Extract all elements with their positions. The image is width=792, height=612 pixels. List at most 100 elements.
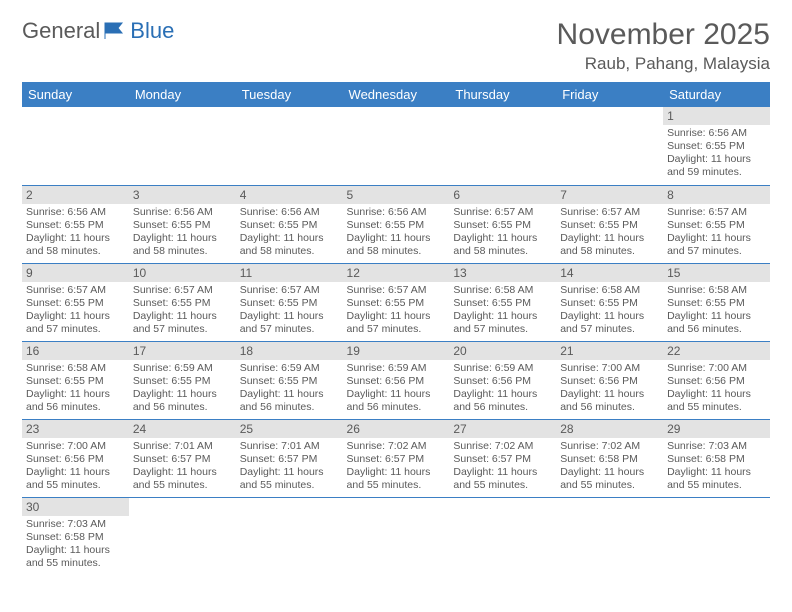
calendar-cell: ..	[343, 497, 450, 575]
weekday-header: Wednesday	[343, 82, 450, 107]
calendar-cell: 23Sunrise: 7:00 AMSunset: 6:56 PMDayligh…	[22, 419, 129, 497]
weekday-header: Sunday	[22, 82, 129, 107]
day-number: 9	[22, 264, 129, 282]
day-details: Sunrise: 6:57 AMSunset: 6:55 PMDaylight:…	[343, 282, 450, 341]
day-details: Sunrise: 6:56 AMSunset: 6:55 PMDaylight:…	[22, 204, 129, 263]
location-text: Raub, Pahang, Malaysia	[557, 54, 770, 74]
calendar-body: ............1Sunrise: 6:56 AMSunset: 6:5…	[22, 107, 770, 575]
day-details: Sunrise: 6:57 AMSunset: 6:55 PMDaylight:…	[663, 204, 770, 263]
weekday-header-row: Sunday Monday Tuesday Wednesday Thursday…	[22, 82, 770, 107]
day-number: 22	[663, 342, 770, 360]
calendar-cell: 29Sunrise: 7:03 AMSunset: 6:58 PMDayligh…	[663, 419, 770, 497]
calendar-cell: 2Sunrise: 6:56 AMSunset: 6:55 PMDaylight…	[22, 185, 129, 263]
month-title: November 2025	[557, 18, 770, 52]
day-details: Sunrise: 7:02 AMSunset: 6:57 PMDaylight:…	[449, 438, 556, 497]
calendar-cell: 24Sunrise: 7:01 AMSunset: 6:57 PMDayligh…	[129, 419, 236, 497]
day-number: 8	[663, 186, 770, 204]
day-number: 26	[343, 420, 450, 438]
day-number: 18	[236, 342, 343, 360]
day-number: 14	[556, 264, 663, 282]
day-details: Sunrise: 6:59 AMSunset: 6:56 PMDaylight:…	[449, 360, 556, 419]
weekday-header: Monday	[129, 82, 236, 107]
calendar-cell: ..	[129, 107, 236, 185]
calendar-cell: 4Sunrise: 6:56 AMSunset: 6:55 PMDaylight…	[236, 185, 343, 263]
day-number: 29	[663, 420, 770, 438]
day-details: Sunrise: 7:00 AMSunset: 6:56 PMDaylight:…	[22, 438, 129, 497]
calendar-row: 2Sunrise: 6:56 AMSunset: 6:55 PMDaylight…	[22, 185, 770, 263]
calendar-cell: ..	[343, 107, 450, 185]
calendar-cell: ..	[236, 497, 343, 575]
brand-part1: General	[22, 18, 100, 44]
calendar-cell: 1Sunrise: 6:56 AMSunset: 6:55 PMDaylight…	[663, 107, 770, 185]
day-number: 20	[449, 342, 556, 360]
calendar-cell: 7Sunrise: 6:57 AMSunset: 6:55 PMDaylight…	[556, 185, 663, 263]
day-details: Sunrise: 6:57 AMSunset: 6:55 PMDaylight:…	[129, 282, 236, 341]
calendar-cell: ..	[449, 497, 556, 575]
day-details: Sunrise: 6:58 AMSunset: 6:55 PMDaylight:…	[556, 282, 663, 341]
day-details: Sunrise: 7:02 AMSunset: 6:58 PMDaylight:…	[556, 438, 663, 497]
day-details: Sunrise: 6:58 AMSunset: 6:55 PMDaylight:…	[663, 282, 770, 341]
day-details: Sunrise: 6:59 AMSunset: 6:55 PMDaylight:…	[236, 360, 343, 419]
calendar-cell: 21Sunrise: 7:00 AMSunset: 6:56 PMDayligh…	[556, 341, 663, 419]
day-details: Sunrise: 6:56 AMSunset: 6:55 PMDaylight:…	[663, 125, 770, 184]
calendar-cell: 12Sunrise: 6:57 AMSunset: 6:55 PMDayligh…	[343, 263, 450, 341]
brand-logo: General Blue	[22, 18, 174, 44]
day-number: 12	[343, 264, 450, 282]
calendar-cell: 14Sunrise: 6:58 AMSunset: 6:55 PMDayligh…	[556, 263, 663, 341]
calendar-cell: 17Sunrise: 6:59 AMSunset: 6:55 PMDayligh…	[129, 341, 236, 419]
day-number: 1	[663, 107, 770, 125]
calendar-cell: 28Sunrise: 7:02 AMSunset: 6:58 PMDayligh…	[556, 419, 663, 497]
calendar-cell: ..	[449, 107, 556, 185]
day-number: 3	[129, 186, 236, 204]
calendar-cell: 15Sunrise: 6:58 AMSunset: 6:55 PMDayligh…	[663, 263, 770, 341]
day-details: Sunrise: 6:56 AMSunset: 6:55 PMDaylight:…	[236, 204, 343, 263]
day-details: Sunrise: 6:58 AMSunset: 6:55 PMDaylight:…	[22, 360, 129, 419]
day-number: 4	[236, 186, 343, 204]
calendar-cell: ..	[663, 497, 770, 575]
calendar-cell: 27Sunrise: 7:02 AMSunset: 6:57 PMDayligh…	[449, 419, 556, 497]
calendar-cell: 8Sunrise: 6:57 AMSunset: 6:55 PMDaylight…	[663, 185, 770, 263]
day-details: Sunrise: 6:56 AMSunset: 6:55 PMDaylight:…	[343, 204, 450, 263]
calendar-row: 23Sunrise: 7:00 AMSunset: 6:56 PMDayligh…	[22, 419, 770, 497]
day-number: 15	[663, 264, 770, 282]
day-number: 13	[449, 264, 556, 282]
calendar-cell: 22Sunrise: 7:00 AMSunset: 6:56 PMDayligh…	[663, 341, 770, 419]
day-details: Sunrise: 7:02 AMSunset: 6:57 PMDaylight:…	[343, 438, 450, 497]
day-details: Sunrise: 6:57 AMSunset: 6:55 PMDaylight:…	[22, 282, 129, 341]
calendar-cell: 26Sunrise: 7:02 AMSunset: 6:57 PMDayligh…	[343, 419, 450, 497]
calendar-cell: ..	[129, 497, 236, 575]
day-details: Sunrise: 7:03 AMSunset: 6:58 PMDaylight:…	[22, 516, 129, 575]
calendar-cell: 9Sunrise: 6:57 AMSunset: 6:55 PMDaylight…	[22, 263, 129, 341]
day-details: Sunrise: 6:59 AMSunset: 6:55 PMDaylight:…	[129, 360, 236, 419]
page-header: General Blue November 2025 Raub, Pahang,…	[22, 18, 770, 74]
day-number: 21	[556, 342, 663, 360]
weekday-header: Saturday	[663, 82, 770, 107]
calendar-row: 16Sunrise: 6:58 AMSunset: 6:55 PMDayligh…	[22, 341, 770, 419]
calendar-row: ............1Sunrise: 6:56 AMSunset: 6:5…	[22, 107, 770, 185]
day-number: 6	[449, 186, 556, 204]
day-number: 23	[22, 420, 129, 438]
calendar-cell: 5Sunrise: 6:56 AMSunset: 6:55 PMDaylight…	[343, 185, 450, 263]
calendar-cell: 13Sunrise: 6:58 AMSunset: 6:55 PMDayligh…	[449, 263, 556, 341]
day-details: Sunrise: 7:03 AMSunset: 6:58 PMDaylight:…	[663, 438, 770, 497]
flag-icon	[104, 22, 126, 40]
day-details: Sunrise: 7:00 AMSunset: 6:56 PMDaylight:…	[663, 360, 770, 419]
day-number: 30	[22, 498, 129, 516]
calendar-row: 30Sunrise: 7:03 AMSunset: 6:58 PMDayligh…	[22, 497, 770, 575]
day-number: 11	[236, 264, 343, 282]
calendar-cell: ..	[556, 497, 663, 575]
calendar-row: 9Sunrise: 6:57 AMSunset: 6:55 PMDaylight…	[22, 263, 770, 341]
day-number: 7	[556, 186, 663, 204]
title-block: November 2025 Raub, Pahang, Malaysia	[557, 18, 770, 74]
day-number: 28	[556, 420, 663, 438]
calendar-cell: ..	[22, 107, 129, 185]
day-details: Sunrise: 6:56 AMSunset: 6:55 PMDaylight:…	[129, 204, 236, 263]
day-details: Sunrise: 7:01 AMSunset: 6:57 PMDaylight:…	[236, 438, 343, 497]
day-details: Sunrise: 6:57 AMSunset: 6:55 PMDaylight:…	[236, 282, 343, 341]
day-number: 19	[343, 342, 450, 360]
calendar-cell: 6Sunrise: 6:57 AMSunset: 6:55 PMDaylight…	[449, 185, 556, 263]
calendar-cell: 25Sunrise: 7:01 AMSunset: 6:57 PMDayligh…	[236, 419, 343, 497]
day-details: Sunrise: 7:00 AMSunset: 6:56 PMDaylight:…	[556, 360, 663, 419]
day-number: 5	[343, 186, 450, 204]
day-number: 27	[449, 420, 556, 438]
